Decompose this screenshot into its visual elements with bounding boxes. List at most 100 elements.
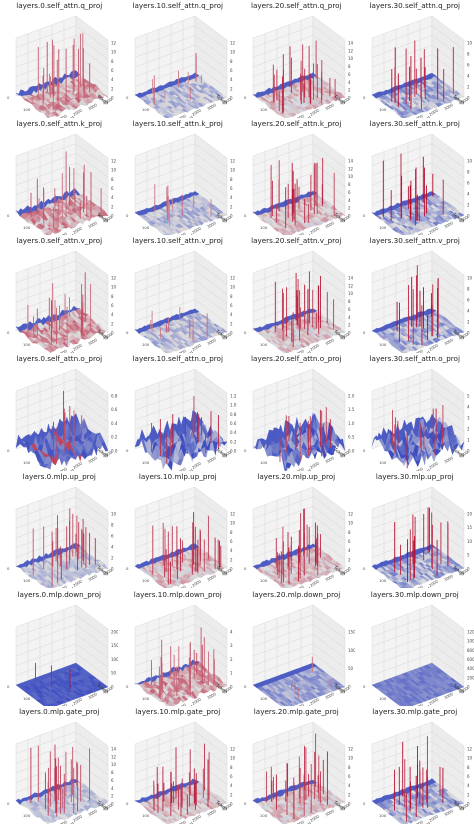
- y-tick-label: 100: [142, 225, 150, 230]
- x-tick-label: 2000: [309, 107, 320, 116]
- z-tick-label: 1.0: [230, 403, 237, 408]
- z-tick-label: 10: [111, 511, 117, 516]
- x-tick-label: 1000: [294, 113, 305, 118]
- z-tick-label: 10: [230, 520, 236, 525]
- gridline: [371, 270, 464, 295]
- surface-panel: layers.0.mlp.up_proj02468100100020003000…: [0, 471, 119, 589]
- gridline: [15, 54, 109, 79]
- z-tick-label: 4: [230, 312, 233, 317]
- z-tick-label: 6: [230, 539, 233, 544]
- panel-title: layers.30.self_attn.q_proj: [369, 1, 461, 10]
- surface-patch: [73, 306, 81, 310]
- x-tick-label: 2000: [191, 225, 202, 234]
- surface-panel: layers.30.self_attn.k_proj02468100100020…: [356, 118, 474, 236]
- z-tick-label: 0.4: [111, 421, 118, 426]
- x-tick-label: 2000: [428, 225, 439, 234]
- z-tick-label: 2: [230, 322, 233, 327]
- z-tick-label: 0: [111, 96, 114, 101]
- y-tick-label: 0: [126, 330, 129, 335]
- z-tick-label: 12: [230, 158, 236, 163]
- surface-panel: layers.0.self_attn.k_proj024681012010002…: [0, 118, 119, 236]
- x-tick-label: 4000: [221, 214, 232, 223]
- z-tick-label: 10: [111, 167, 117, 172]
- x-tick-label: 2000: [72, 107, 83, 116]
- z-tick-label: 0.4: [230, 430, 237, 435]
- z-tick-label: 12: [348, 166, 354, 171]
- surface-plot: 0.00.51.01.52.0010002000300040000100200C…: [244, 368, 355, 471]
- z-tick-label: 8: [111, 294, 114, 299]
- y-tick-label: 0: [244, 95, 247, 100]
- gridline: [371, 25, 464, 50]
- surface-plot: 024681012010002000300040000100200Channel…: [126, 486, 236, 589]
- gridline: [371, 280, 464, 305]
- z-tick-label: 10: [230, 50, 236, 55]
- x-tick-label: 4000: [102, 214, 113, 223]
- x-tick-label: 1000: [57, 231, 68, 236]
- y-tick-label: 0: [7, 95, 10, 100]
- surface-panel: layers.0.self_attn.q_proj024681012010002…: [0, 0, 119, 118]
- gridline: [15, 25, 109, 50]
- gridline: [134, 25, 227, 50]
- x-tick-label: 1000: [294, 231, 305, 236]
- gridline: [134, 260, 227, 286]
- z-tick-label: 2: [111, 555, 114, 560]
- gridline: [252, 44, 346, 70]
- x-tick-label: 4000: [102, 96, 113, 105]
- y-tick-label: 0: [7, 213, 10, 218]
- z-tick-label: 6: [111, 186, 114, 191]
- surface-panel: layers.30.self_attn.v_proj02468100100020…: [356, 235, 474, 354]
- z-tick-label: 2: [111, 86, 114, 91]
- z-tick-label: 1.0: [348, 421, 355, 426]
- x-tick-label: 2000: [428, 343, 439, 352]
- z-tick-label: 6: [467, 62, 470, 67]
- x-tick-label: 4000: [458, 332, 469, 341]
- z-tick-label: 4: [111, 77, 114, 82]
- z-tick-label: 6: [348, 307, 351, 312]
- gridline: [15, 299, 109, 324]
- surface-panel: layers.10.self_attn.k_proj02468101201000…: [119, 118, 238, 236]
- surface-spikes: [274, 271, 335, 348]
- z-tick-label: 4: [467, 191, 470, 196]
- y-tick-label: 0: [126, 95, 129, 100]
- surface-panel: layers.20.self_attn.k_proj02468101214010…: [237, 118, 356, 236]
- x-tick-label: 1000: [57, 113, 68, 118]
- z-tick-label: 6: [467, 298, 470, 303]
- z-tick-label: 4: [348, 197, 351, 202]
- z-tick-label: 8: [467, 287, 470, 292]
- z-tick-label: 10: [230, 167, 236, 172]
- y-tick-label: 100: [260, 578, 268, 583]
- surface-plot: 0246810010002000300040000100200ChannelTo…: [363, 250, 472, 354]
- surface-panel: layers.10.self_attn.v_proj02468101201000…: [119, 235, 238, 354]
- z-tick-label: 2: [348, 323, 351, 328]
- x-tick-label: 3000: [443, 455, 454, 464]
- z-tick-label: 8: [230, 59, 233, 64]
- surface-patch: [428, 72, 436, 77]
- gridline: [252, 35, 346, 60]
- surface-panel: layers.20.mlp.up_proj0246810120100020003…: [237, 471, 356, 589]
- x-tick-label: 4000: [221, 96, 232, 105]
- gridline: [371, 143, 464, 168]
- z-tick-label: 2: [467, 202, 470, 207]
- x-tick-label: 2000: [191, 343, 202, 352]
- x-tick-label: 4000: [221, 332, 232, 341]
- y-tick-label: 100: [142, 578, 150, 583]
- y-tick-label: 100: [23, 225, 31, 230]
- surface-plot: 02468101214010002000300040000100200Chann…: [244, 250, 354, 354]
- gridline: [371, 289, 464, 315]
- x-tick-label: 2000: [428, 107, 439, 116]
- surface-spikes: [30, 151, 102, 231]
- x-tick-label: 1000: [294, 348, 305, 353]
- z-tick-label: 10: [111, 285, 117, 290]
- y-tick-label: 0: [7, 566, 10, 571]
- z-tick-label: 0.2: [230, 439, 237, 444]
- y-tick-label: 0: [363, 213, 366, 218]
- x-tick-label: 3000: [443, 102, 454, 111]
- surface-plot: 024681012010002000300040000100200Channel…: [126, 15, 236, 118]
- surface-spikes: [37, 32, 91, 110]
- x-tick-label: 1000: [57, 348, 68, 353]
- panel-title: layers.0.self_attn.q_proj: [16, 1, 103, 10]
- z-tick-label: 2: [230, 204, 233, 209]
- z-tick-label: 8: [111, 176, 114, 181]
- panel-title: layers.0.self_attn.k_proj: [16, 118, 103, 128]
- surface-plot: 024681012010002000300040000100200Channel…: [126, 250, 235, 354]
